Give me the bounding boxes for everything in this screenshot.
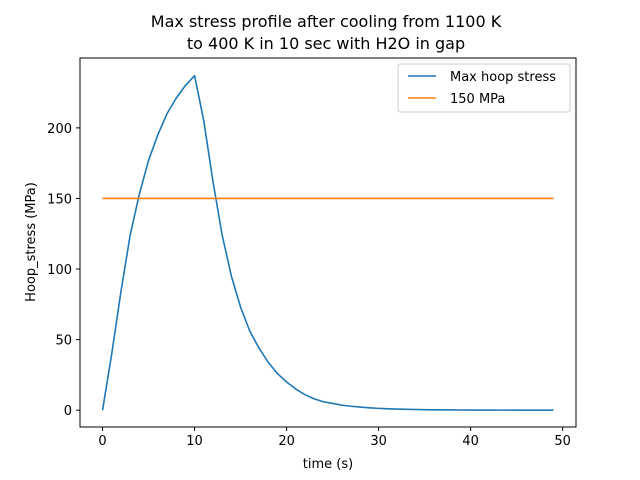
plot-series <box>101 74 554 411</box>
x-tick-label: 0 <box>98 434 106 449</box>
y-axis: 0 50 100 150 200 <box>47 122 80 419</box>
y-tick-label: 50 <box>55 334 72 349</box>
plot-area-frame <box>79 57 577 428</box>
y-tick-label: 0 <box>64 404 72 419</box>
y-tick-label: 100 <box>47 263 72 278</box>
legend: Max hoop stress 150 MPa <box>397 63 571 113</box>
series-line-1 <box>101 74 554 411</box>
x-tick-label: 50 <box>554 434 571 449</box>
x-tick-label: 20 <box>278 434 295 449</box>
y-axis-label: Hoop_stress (MPa) <box>24 182 39 302</box>
legend-label: Max hoop stress <box>450 70 556 85</box>
x-axis-label: time (s) <box>303 457 353 472</box>
y-tick-label: 200 <box>47 122 72 137</box>
x-tick-label: 10 <box>186 434 203 449</box>
x-tick-label: 40 <box>462 434 479 449</box>
x-tick-label: 30 <box>370 434 387 449</box>
chart-title-line-1: Max stress profile after cooling from 11… <box>151 12 502 31</box>
legend-box <box>397 63 571 113</box>
y-tick-label: 150 <box>47 192 72 207</box>
x-axis: 0 10 20 30 40 50 <box>98 427 571 449</box>
chart-title: Max stress profile after cooling from 11… <box>151 12 502 53</box>
chart-title-line-2: to 400 K in 10 sec with H2O in gap <box>187 34 465 53</box>
legend-label: 150 MPa <box>450 92 505 107</box>
